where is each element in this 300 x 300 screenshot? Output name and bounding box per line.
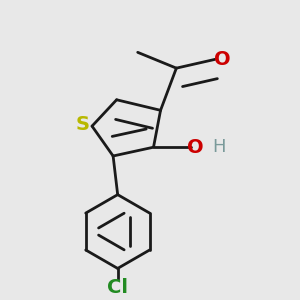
Text: O: O: [214, 50, 230, 69]
Text: Cl: Cl: [107, 278, 128, 296]
Text: H: H: [212, 138, 225, 156]
Text: S: S: [75, 115, 89, 134]
Text: O: O: [188, 138, 204, 157]
